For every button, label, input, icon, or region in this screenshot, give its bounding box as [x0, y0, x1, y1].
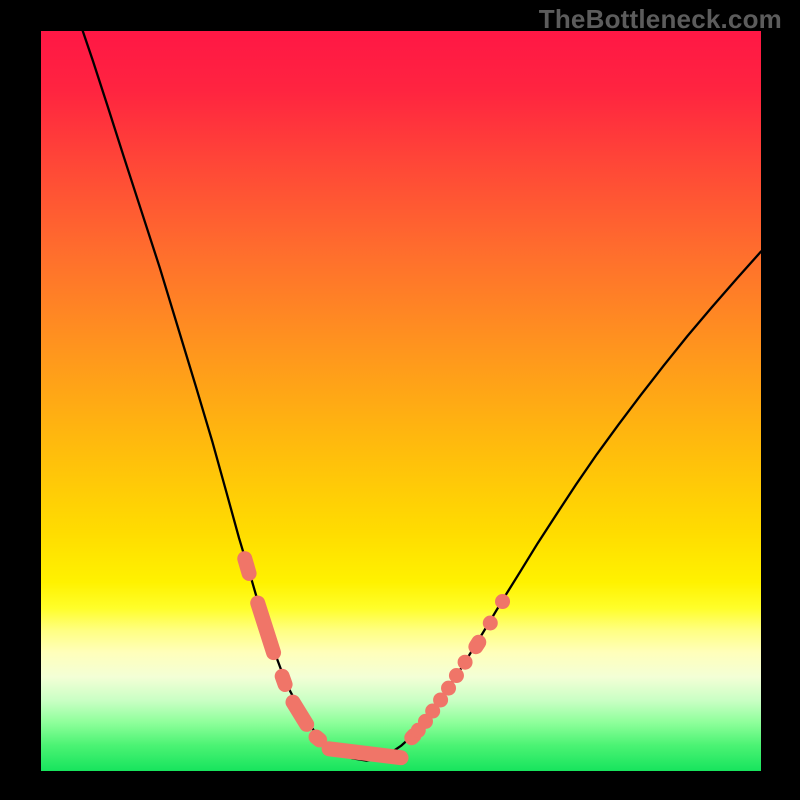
- marker-dot: [449, 668, 464, 683]
- marker-capsule: [476, 642, 479, 646]
- marker-dot: [495, 594, 510, 609]
- marker-capsule: [329, 749, 401, 758]
- marker-capsule: [245, 559, 249, 574]
- marker-capsule: [316, 737, 320, 740]
- chart-container: TheBottleneck.com: [0, 0, 800, 800]
- marker-dot: [483, 616, 498, 631]
- marker-capsule: [282, 676, 285, 684]
- marker-dot: [441, 681, 456, 696]
- bottleneck-curve-chart: [0, 0, 800, 800]
- marker-dot: [458, 655, 473, 670]
- watermark-text: TheBottleneck.com: [539, 4, 782, 35]
- plot-area: [41, 31, 761, 771]
